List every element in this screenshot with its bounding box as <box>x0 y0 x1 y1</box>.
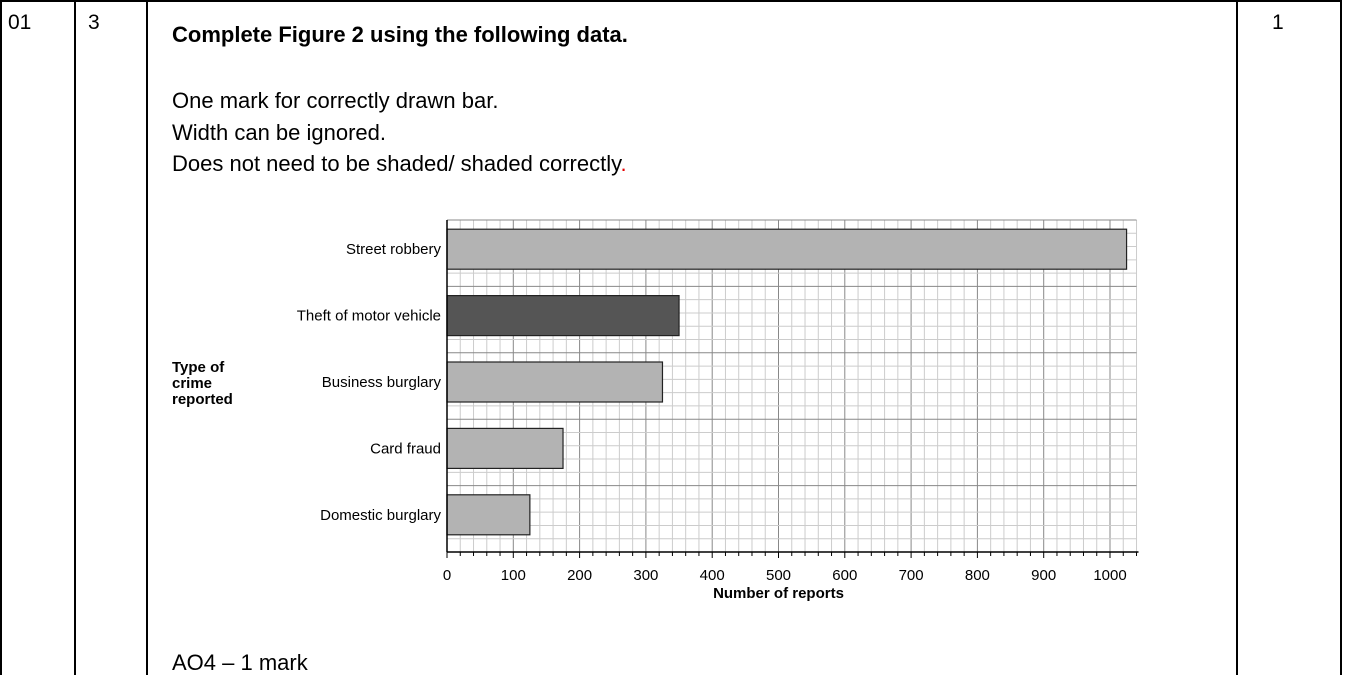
table-right-border <box>1340 0 1342 675</box>
bar-business-burglary <box>446 361 664 403</box>
axes <box>446 220 1139 558</box>
x-tick-label: 0 <box>443 567 451 584</box>
instruction-heading: Complete Figure 2 using the following da… <box>172 22 628 47</box>
category-label: Theft of motor vehicle <box>297 308 441 325</box>
x-tick-label: 700 <box>899 567 924 584</box>
bar-theft-of-motor-vehicle <box>446 294 680 337</box>
bar-card-fraud <box>446 427 564 469</box>
y-axis-title-line: reported <box>172 391 233 408</box>
x-tick-label: 100 <box>501 567 526 584</box>
x-tick-label: 200 <box>567 567 592 584</box>
assessment-objective: AO4 – 1 mark <box>172 650 308 675</box>
column-divider-marks <box>1236 0 1238 675</box>
column-divider-part <box>146 0 148 675</box>
question-part: 3 <box>88 11 100 34</box>
x-tick-label: 300 <box>633 567 658 584</box>
category-label: Street robbery <box>346 241 442 258</box>
x-tick-label: 900 <box>1031 567 1056 584</box>
x-tick-label: 500 <box>766 567 791 584</box>
bars <box>446 228 1128 536</box>
category-label: Business burglary <box>322 374 442 391</box>
red-period: . <box>620 151 627 176</box>
x-axis-title: Number of reports <box>713 585 844 602</box>
labels: Street robbery Theft of motor vehicle Busi… <box>172 241 1127 602</box>
figure-2-bar-chart: Street robbery Theft of motor vehicle Busi… <box>172 219 1139 602</box>
category-label: Domestic burglary <box>320 507 441 524</box>
bar-domestic-burglary <box>446 494 531 536</box>
y-axis-title-line: crime <box>172 375 212 392</box>
category-label: Card fraud <box>370 440 441 457</box>
bar-street-robbery <box>446 228 1128 270</box>
x-tick-label: 400 <box>700 567 725 584</box>
marking-note-3: Does not need to be shaded/ shaded corre… <box>172 151 627 177</box>
marking-note-3-text: Does not need to be shaded/ shaded corre… <box>172 151 621 176</box>
marking-note-1: One mark for correctly drawn bar. <box>172 88 499 113</box>
question-number: 01 <box>8 11 32 34</box>
marking-note-2: Width can be ignored. <box>172 120 387 145</box>
x-tick-label: 600 <box>832 567 857 584</box>
y-axis-title-line: Type of <box>172 359 225 376</box>
x-tick-label: 800 <box>965 567 990 584</box>
column-divider-question <box>74 0 76 675</box>
x-tick-label: 1000 <box>1093 567 1126 584</box>
marks-value: 1 <box>1272 11 1284 34</box>
table-top-border <box>0 0 1342 2</box>
table-left-border <box>0 0 2 675</box>
